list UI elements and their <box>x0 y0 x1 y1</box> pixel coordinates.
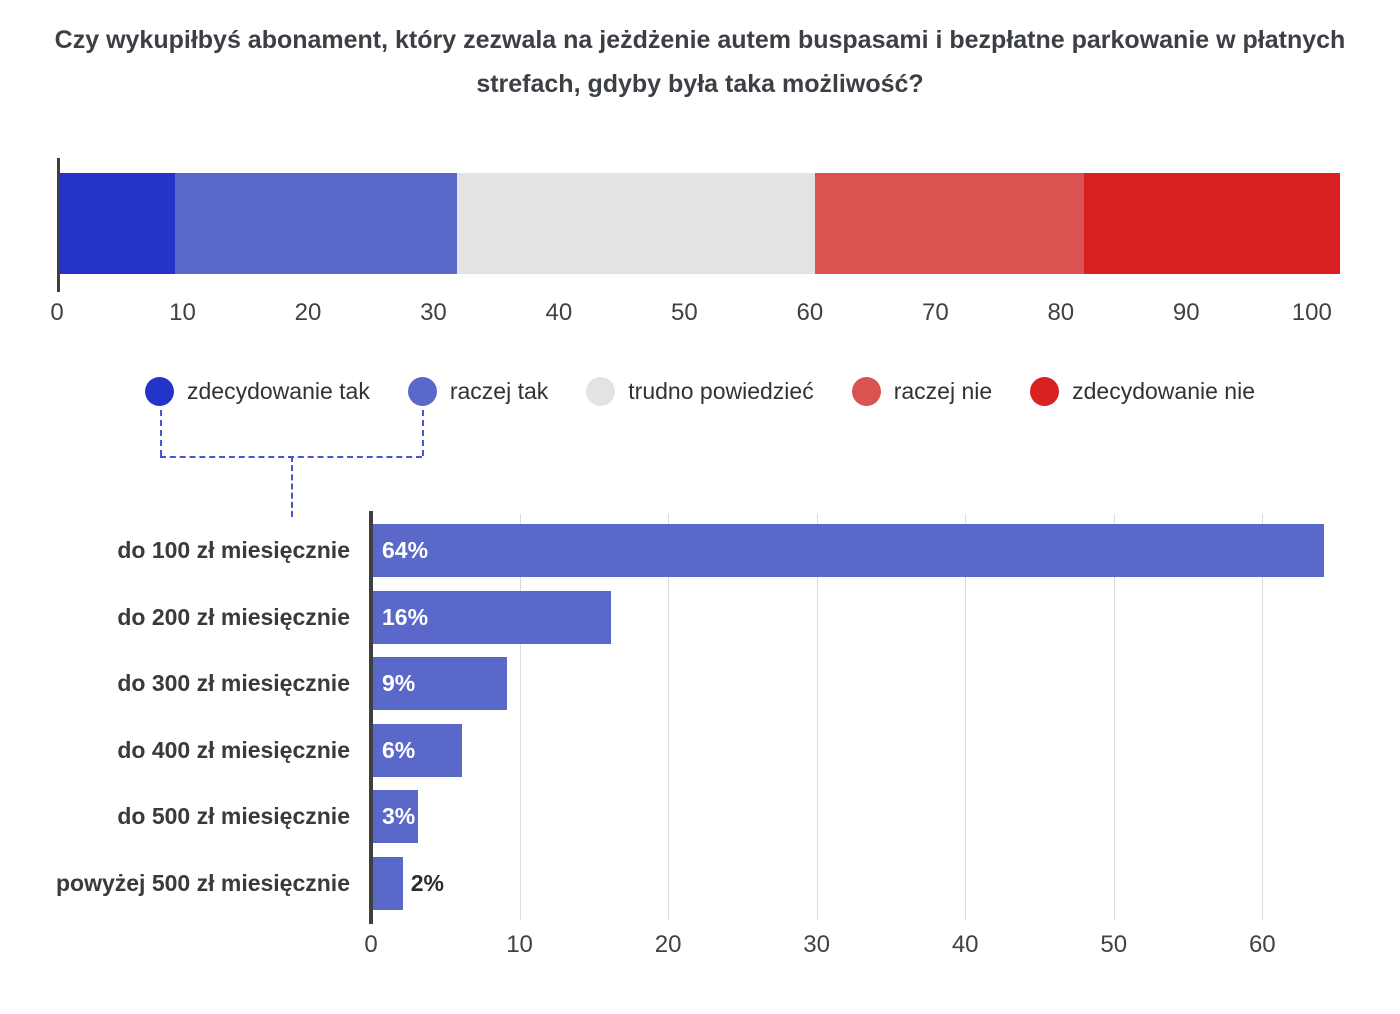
legend-swatch-icon <box>851 377 881 406</box>
price-x-tick-10: 10 <box>506 931 533 958</box>
stack-segment-trudno-powiedzie <box>456 173 816 274</box>
legend: zdecydowanie tak raczej tak trudno powiedz… <box>0 377 1400 406</box>
legend-label: zdecydowanie nie <box>1072 378 1255 404</box>
bar-do-200-z-miesi-cznie: 16% <box>373 590 611 644</box>
price-x-tick-40: 40 <box>951 931 979 958</box>
category-label-do-200-z-miesi-cznie: do 200 zł miesięcznie <box>117 603 350 630</box>
stack-segment-zdecydowanie-tak <box>60 173 176 274</box>
stacked-x-tick-20: 20 <box>294 299 322 326</box>
gridline <box>965 514 967 920</box>
category-label-do-400-z-miesi-cznie: do 400 zł miesięcznie <box>117 736 350 763</box>
stacked-chart-axis-line <box>57 158 60 292</box>
price-x-tick-20: 20 <box>654 931 682 958</box>
stacked-x-tick-50: 50 <box>671 299 698 326</box>
price-chart-plot-area: 64% 16% 9% 6% 3% 2% <box>369 511 1344 924</box>
bar-value-label: 6% <box>382 736 416 763</box>
stack-segment-raczej-tak <box>175 173 457 274</box>
stacked-x-tick-70: 70 <box>921 299 949 326</box>
category-label-do-100-z-miesi-cznie: do 100 zł miesięcznie <box>117 537 350 563</box>
legend-swatch-icon <box>145 377 175 406</box>
price-bar-chart: 64% 16% 9% 6% 3% 2% 0 10 20 30 40 50 60 do 100 zł m… <box>0 511 1400 984</box>
stack-segment-raczej-nie <box>815 173 1084 274</box>
legend-swatch-icon <box>1030 377 1060 406</box>
bar-value-label: 9% <box>382 670 416 697</box>
legend-item-zdecydowanie-nie: zdecydowanie nie <box>1030 377 1255 406</box>
gridline <box>816 514 818 920</box>
stacked-x-tick-40: 40 <box>545 299 573 326</box>
legend-label: raczej tak <box>449 378 549 404</box>
category-label-do-500-z-miesi-cznie: do 500 zł miesięcznie <box>117 803 350 830</box>
bar-value-label: 3% <box>382 803 416 830</box>
stacked-bar <box>60 173 1340 274</box>
stacked-x-tick-100: 100 <box>1291 299 1332 326</box>
stacked-x-tick-30: 30 <box>420 299 447 326</box>
stacked-chart-x-axis: 0 10 20 30 40 50 60 70 80 90 100 <box>50 299 1340 329</box>
legend-item-zdecydowanie-tak: zdecydowanie tak <box>145 377 370 406</box>
stacked-x-tick-90: 90 <box>1172 299 1200 326</box>
legend-item-trudno-powiedzie: trudno powiedzieć <box>586 377 814 406</box>
gridline <box>668 514 670 920</box>
stacked-x-tick-10: 10 <box>169 299 196 326</box>
legend-label: zdecydowanie tak <box>187 378 370 404</box>
price-x-tick-60: 60 <box>1248 931 1276 958</box>
legend-item-raczej-tak: raczej tak <box>407 377 549 406</box>
price-chart-x-axis: 0 10 20 30 40 50 60 <box>364 931 1344 961</box>
legend-swatch-icon <box>586 377 616 406</box>
category-label-powy-ej-500-z-miesi-cznie: powyżej 500 zł miesięcznie <box>55 870 350 896</box>
bar-value-label: 16% <box>382 603 429 630</box>
category-label-do-300-z-miesi-cznie: do 300 zł miesięcznie <box>117 670 350 697</box>
bar-do-500-z-miesi-cznie: 3% <box>373 790 418 844</box>
stacked-x-tick-60: 60 <box>796 299 824 326</box>
stack-segment-zdecydowanie-nie <box>1083 173 1340 274</box>
price-chart-axis-line <box>369 511 373 924</box>
bar-value-label: 2% <box>410 870 444 896</box>
gridline <box>1113 514 1115 920</box>
legend-label: raczej nie <box>893 378 993 404</box>
bracket-line <box>159 410 162 456</box>
stacked-x-tick-0: 0 <box>50 299 64 326</box>
bar-do-100-z-miesi-cznie: 64% <box>373 524 1324 577</box>
stacked-bar-chart <box>57 158 1340 292</box>
legend-label: trudno powiedzieć <box>628 378 814 404</box>
gridline <box>1262 514 1264 920</box>
stacked-x-tick-80: 80 <box>1047 299 1075 326</box>
legend-swatch-icon <box>407 377 437 406</box>
bar-value-label: 64% <box>382 537 429 563</box>
gridline <box>519 514 521 920</box>
legend-item-raczej-nie: raczej nie <box>851 377 993 406</box>
price-x-tick-30: 30 <box>803 931 830 958</box>
bracket-line <box>290 456 293 517</box>
bar-do-400-z-miesi-cznie: 6% <box>373 723 463 777</box>
bracket-line <box>422 410 425 456</box>
bar-do-300-z-miesi-cznie: 9% <box>373 657 507 711</box>
price-x-tick-50: 50 <box>1100 931 1128 958</box>
bar-powy-ej-500-z-miesi-cznie <box>373 857 403 910</box>
price-x-tick-0: 0 <box>364 931 378 958</box>
chart-title: Czy wykupiłbyś abonament, który zezwala … <box>54 26 1346 98</box>
